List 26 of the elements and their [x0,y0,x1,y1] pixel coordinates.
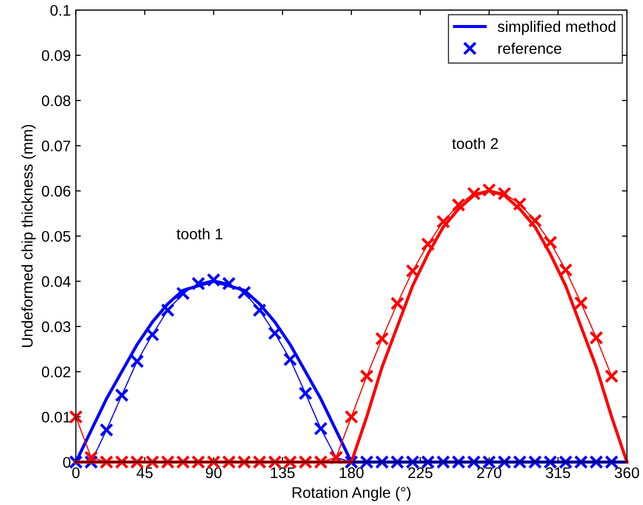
y-tick-label: 0.01 [42,412,70,423]
annotation: tooth 1 [176,228,222,240]
y-axis-title: Undeformed chip thickness (mm) [21,124,36,347]
y-tick-label: 0.04 [42,276,71,287]
x-axis-title: Rotation Angle (°) [292,486,410,501]
x-tick-label: 135 [270,467,295,478]
x-tick-label: 315 [546,467,570,478]
x-tick-label: 45 [136,467,153,478]
legend-label: reference [498,42,562,54]
y-tick-label: 0.03 [42,321,70,332]
x-tick-label: 270 [477,467,502,478]
annotation: tooth 2 [452,138,498,149]
y-tick-label: 0.09 [42,50,70,61]
x-tick-label: 0 [72,467,80,478]
y-tick-label: 0.06 [42,186,70,197]
y-tick-label: 0.08 [42,95,70,106]
x-tick-label: 360 [614,467,640,478]
x-tick-label: 225 [408,467,432,478]
x-tick-label: 180 [340,467,364,478]
y-tick-label: 0 [63,456,70,468]
y-tick-label: 0.1 [50,4,70,16]
x-tick-label: 90 [206,467,222,478]
y-tick-label: 0.07 [42,140,70,152]
y-tick-label: 0.02 [42,366,70,378]
legend-label: simplified method [498,20,616,36]
y-tick-label: 0.05 [42,230,70,242]
